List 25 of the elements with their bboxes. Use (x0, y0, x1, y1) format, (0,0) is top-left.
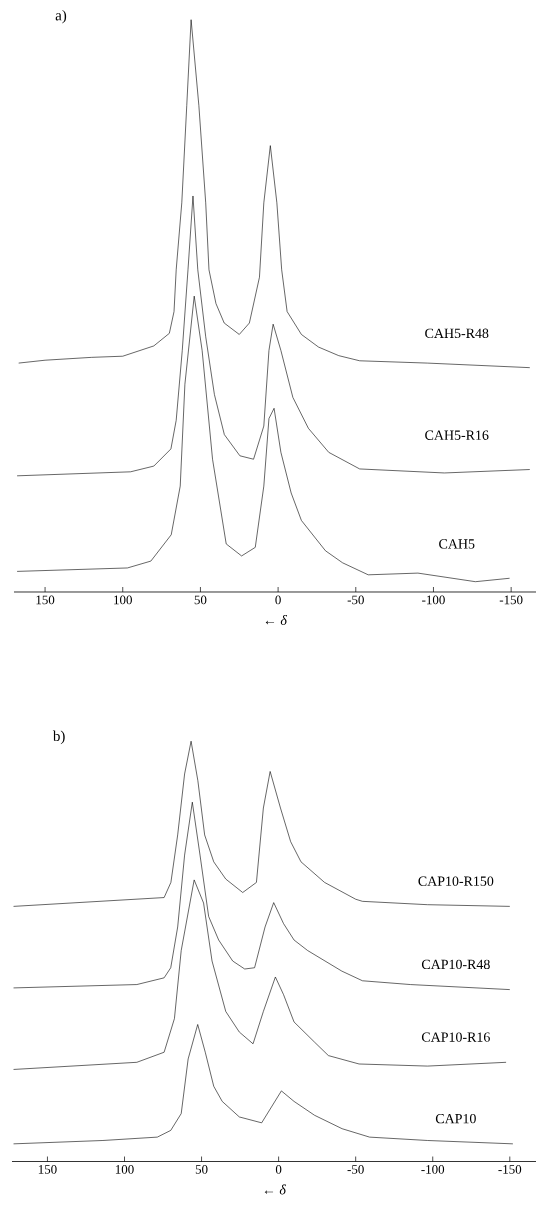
x-tick-label: 100 (114, 595, 132, 605)
x-tick-label: -50 (347, 595, 364, 605)
series-label: CAP10-R16 (421, 1032, 490, 1042)
x-tick-label: 100 (115, 1165, 134, 1174)
x-tick-label: -100 (421, 1165, 445, 1174)
text: CAH5-R16 (425, 430, 489, 440)
x-tick-label: 0 (275, 1165, 282, 1174)
x-tick-label: -50 (347, 1165, 364, 1174)
series-label: CAH5 (439, 539, 475, 549)
series-label: CAP10 (435, 1113, 476, 1124)
series-label: CAP10-R150 (418, 876, 494, 886)
x-tick-label: 50 (195, 1165, 208, 1174)
x-tick-label: 50 (194, 595, 207, 605)
x-tick-label: -100 (422, 595, 445, 605)
series-label: CAH5-R48 (425, 328, 489, 339)
x-tick-label: 150 (36, 595, 55, 605)
x-tick-label: -150 (498, 1165, 522, 1174)
x-tick-label: 0 (275, 595, 281, 605)
x-axis-title: ← δ (265, 615, 288, 625)
x-tick-label: 150 (38, 1165, 57, 1174)
chart-title: a) (55, 9, 67, 24)
x-axis-title: ← δ (264, 1184, 287, 1195)
chart-title: b) (52, 730, 65, 745)
x-tick-label: -150 (499, 595, 523, 605)
series-label: CAP10-R48 (421, 959, 490, 970)
